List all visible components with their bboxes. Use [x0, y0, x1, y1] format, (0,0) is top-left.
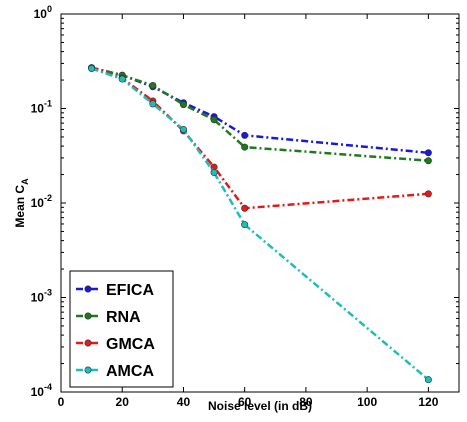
legend-label-rna: RNA — [106, 309, 141, 326]
ticks — [60, 13, 459, 393]
data-point-amca — [179, 125, 187, 133]
data-point-amca — [241, 221, 249, 229]
legend-label-gmca: GMCA — [106, 336, 155, 353]
y-tick-label: 10-2 — [31, 193, 52, 210]
y-tick-label: 10-3 — [31, 288, 52, 305]
y-tick-label: 10-4 — [31, 382, 52, 399]
data-point-amca — [424, 376, 432, 384]
data-point-rna — [210, 116, 218, 124]
x-tick-label: 60 — [238, 395, 252, 409]
y-axis-title-subscript: A — [20, 178, 30, 185]
y-axis-title-main: Mean C — [13, 185, 27, 228]
y-tick-label: 10-1 — [31, 99, 52, 116]
data-point-amca — [118, 75, 126, 83]
y-tick-labels: 10-4 10-3 10-2 10-1 100 — [31, 4, 52, 399]
data-point-gmca — [424, 190, 432, 198]
x-axis-title: Noise level (in dB) — [208, 399, 312, 413]
x-tick-label: 80 — [299, 395, 313, 409]
x-tick-label: 0 — [58, 395, 65, 409]
legend-marker-gmca — [84, 339, 92, 347]
legend-marker-amca — [84, 366, 92, 374]
data-point-amca — [149, 100, 157, 108]
legend-items: EFICA RNA GMCA AMCA — [76, 282, 155, 380]
legend: EFICA RNA GMCA AMCA — [69, 270, 174, 388]
data-point-amca — [210, 169, 218, 177]
data-point-efica — [424, 149, 432, 157]
x-tick-label: 120 — [418, 395, 438, 409]
y-tick-label: 100 — [34, 4, 52, 21]
series-layer — [88, 64, 432, 384]
legend-label-amca: AMCA — [106, 363, 154, 380]
legend-marker-efica — [84, 285, 92, 293]
x-tick-label: 20 — [116, 395, 130, 409]
data-point-rna — [424, 157, 432, 165]
data-point-rna — [149, 82, 157, 90]
data-point-gmca — [241, 204, 249, 212]
legend-label-efica: EFICA — [106, 282, 154, 299]
y-axis-title: Mean CA — [13, 178, 30, 228]
series-line-efica — [91, 66, 429, 155]
data-point-rna — [241, 143, 249, 151]
data-point-rna — [179, 101, 187, 109]
data-point-efica — [241, 131, 249, 139]
data-point-amca — [88, 65, 96, 73]
legend-marker-rna — [84, 312, 92, 320]
x-tick-labels: 0 20 40 60 80 100 120 — [58, 395, 439, 409]
x-tick-label: 100 — [357, 395, 377, 409]
x-tick-label: 40 — [177, 395, 191, 409]
